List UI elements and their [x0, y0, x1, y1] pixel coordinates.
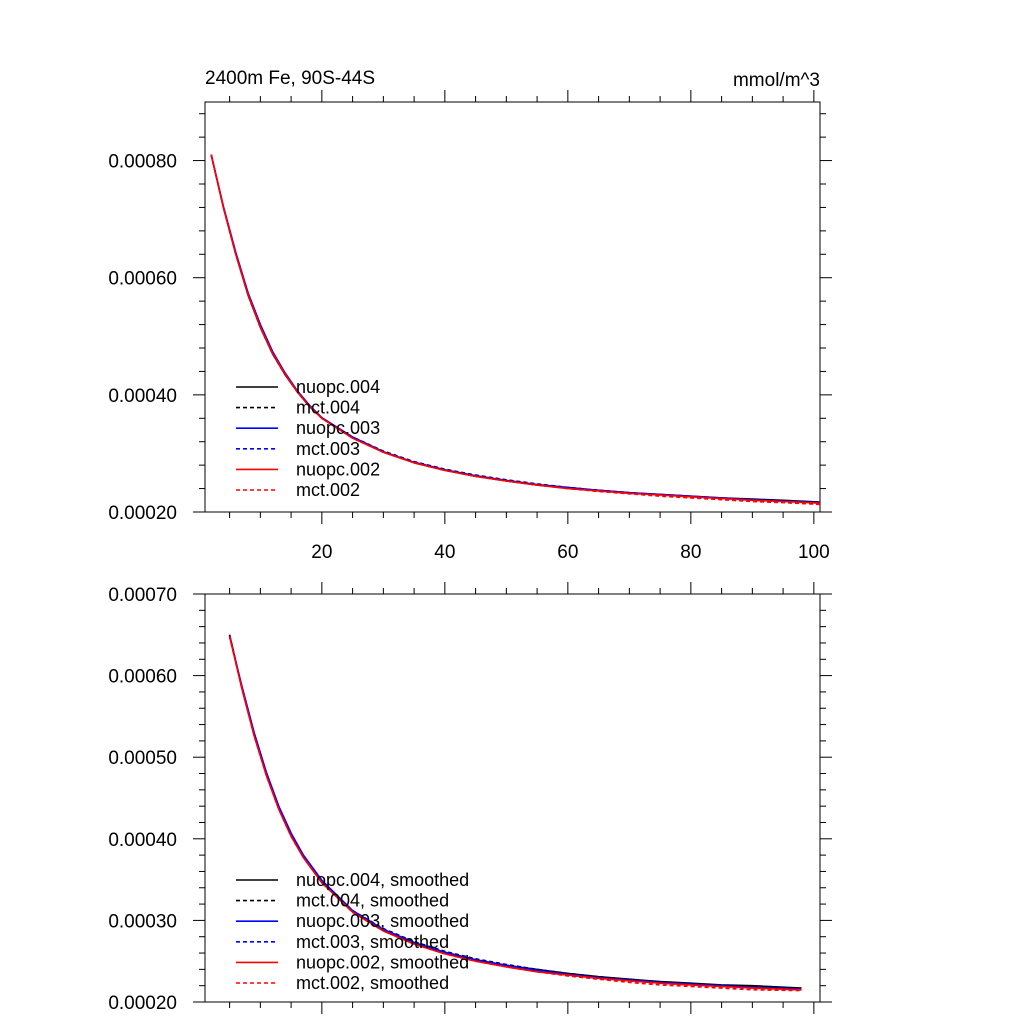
x-tick-label: 80: [680, 542, 701, 563]
y-tick-label: 0.00040: [108, 830, 177, 851]
x-tick-label: 60: [557, 542, 578, 563]
legend-label: mct.003: [296, 439, 360, 459]
legend-label: mct.004: [296, 398, 360, 418]
legend-label: nuopc.003: [296, 418, 380, 438]
x-tick-label: 40: [434, 542, 455, 563]
x-tick-label: 20: [311, 542, 332, 563]
y-tick-label: 0.00020: [108, 503, 177, 524]
y-tick-label: 0.00050: [108, 748, 177, 769]
y-tick-label: 0.00080: [108, 152, 177, 173]
units-label: mmol/m^3: [733, 70, 820, 91]
y-tick-label: 0.00060: [108, 269, 177, 290]
legend-label: nuopc.004: [296, 377, 380, 397]
y-tick-label: 0.00020: [108, 993, 177, 1014]
chart-title: 2400m Fe, 90S-44S: [205, 68, 375, 89]
legend-label: nuopc.003, smoothed: [296, 911, 469, 931]
y-tick-label: 0.00070: [108, 585, 177, 606]
plot-frame: [204, 101, 821, 513]
y-tick-label: 0.00040: [108, 386, 177, 407]
y-tick-label: 0.00060: [108, 667, 177, 688]
legend-label: mct.003, smoothed: [296, 932, 449, 952]
legend-label: mct.002, smoothed: [296, 973, 449, 993]
legend-label: nuopc.002: [296, 459, 380, 479]
series-line: [210, 154, 821, 506]
panel-bottom: 0.00020 0.00030 0.00040 0.00050 0.00060 0.000…: [108, 582, 832, 1014]
legend-label: mct.004, smoothed: [296, 891, 449, 911]
legend-label: mct.002: [296, 480, 360, 500]
panel-top: 2400m Fe, 90S-44S mmol/m^3 0.00020 0.0004…: [108, 68, 832, 563]
series-line: [228, 636, 802, 991]
plot-frame: [204, 593, 821, 1003]
y-tick-label: 0.00030: [108, 911, 177, 932]
x-tick-label: 100: [798, 542, 830, 563]
legend-label: nuopc.002, smoothed: [296, 952, 469, 972]
legend-label: nuopc.004, smoothed: [296, 870, 469, 890]
series-line: [228, 636, 802, 992]
